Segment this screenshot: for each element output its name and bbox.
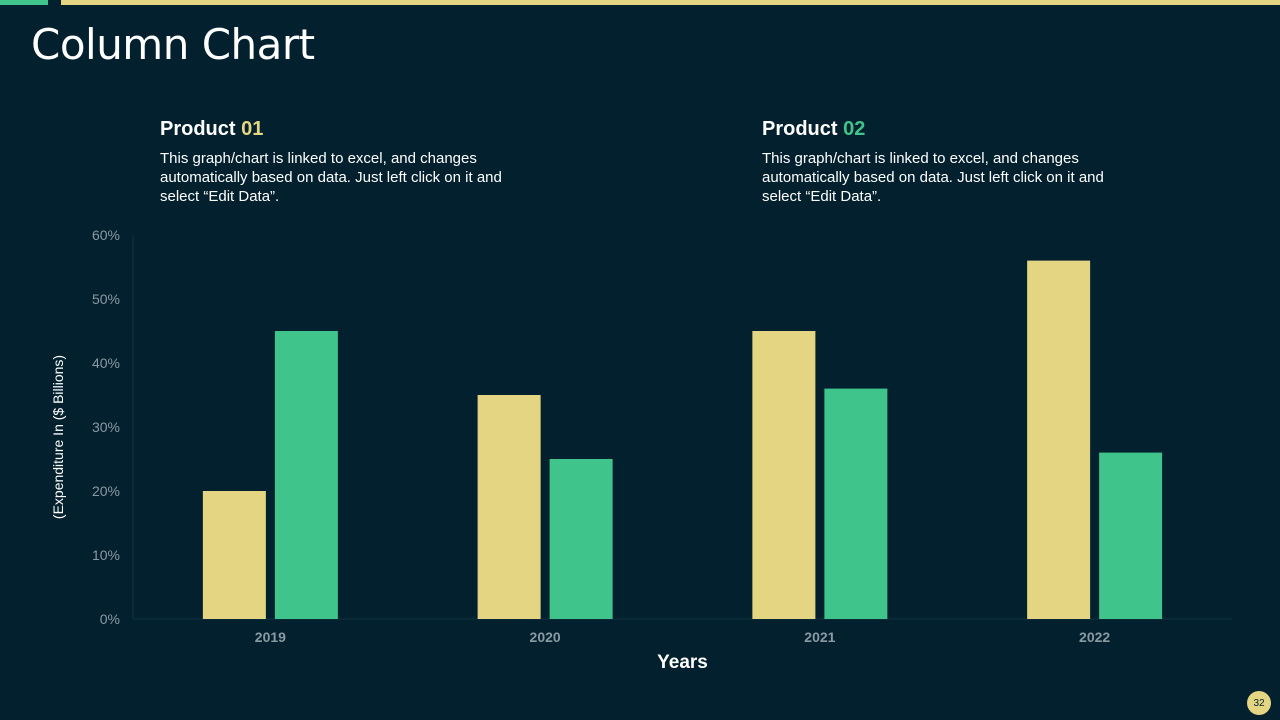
x-tick-label: 2020 [530,629,561,645]
product-02-heading: Product 02 [762,118,1122,141]
bar-product-01-2019 [202,491,266,619]
bar-product-01-2022 [1027,260,1091,619]
y-tick-label: 10% [92,547,120,563]
y-tick-label: 20% [92,483,120,499]
x-axis-title: Years [657,652,708,673]
x-tick-label: 2021 [804,629,835,645]
x-tick-label: 2022 [1079,629,1110,645]
y-tick-label: 50% [92,291,120,307]
y-axis-title: (Expenditure In ($ Billions) [50,355,66,519]
top-accent-bar-green [0,0,48,5]
x-tick-label: 2019 [255,629,286,645]
y-tick-label: 60% [92,227,120,243]
bar-product-02-2019 [274,331,338,619]
product-01-heading: Product 01 [160,118,520,141]
product-01-description: This graph/chart is linked to excel, and… [160,150,502,205]
y-tick-label: 30% [92,419,120,435]
product-01-block: Product 01 This graph/chart is linked to… [160,118,520,206]
bar-product-02-2021 [824,388,888,619]
y-tick-label: 40% [92,355,120,371]
bar-product-01-2021 [752,331,816,619]
y-tick-label: 0% [100,611,120,627]
page-number-badge: 32 [1247,691,1271,715]
product-02-label: Product [762,118,838,140]
product-02-description: This graph/chart is linked to excel, and… [762,150,1104,205]
slide-title: Column Chart [31,20,315,69]
bar-product-01-2020 [477,395,541,619]
bar-product-02-2022 [1099,452,1163,619]
top-accent-bar-yellow [61,0,1280,5]
bar-product-02-2020 [549,459,613,619]
product-01-label: Product [160,118,236,140]
product-01-number: 01 [241,118,264,140]
product-02-block: Product 02 This graph/chart is linked to… [762,118,1122,206]
product-02-number: 02 [843,118,866,140]
